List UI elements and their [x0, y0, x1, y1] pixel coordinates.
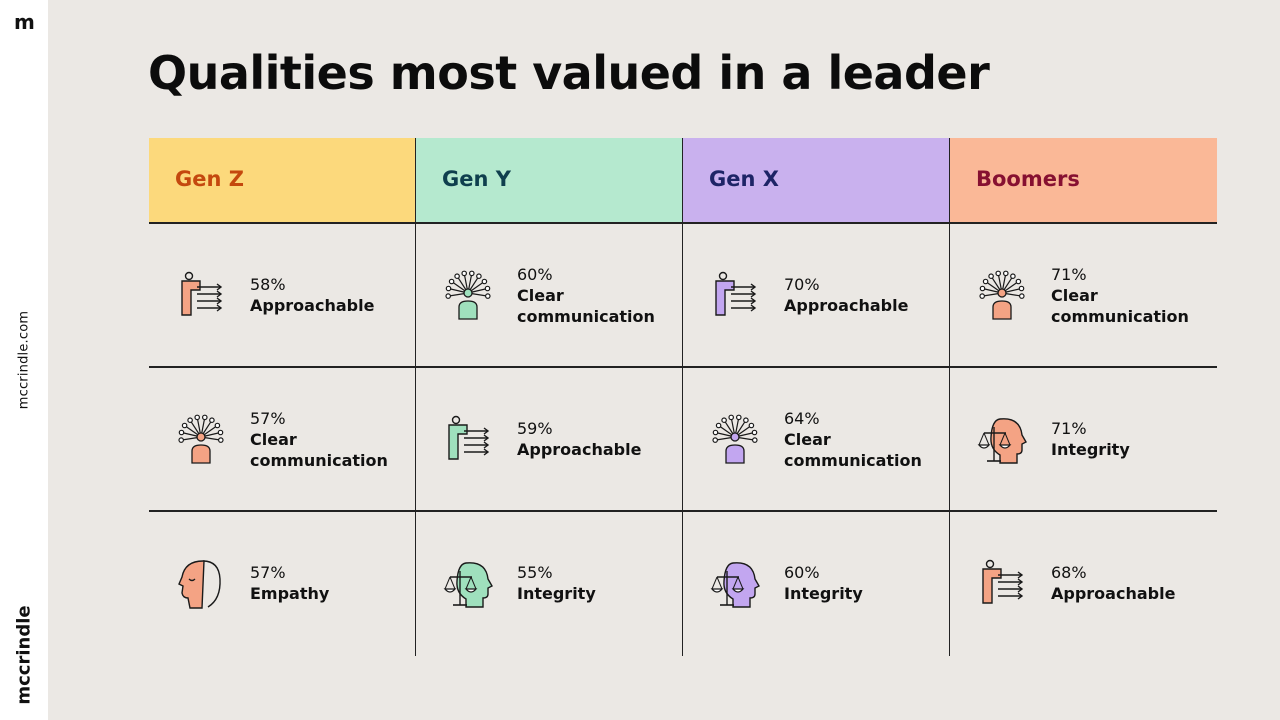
- percentage: 58%: [250, 275, 286, 294]
- quality-cell: 71% Integrity: [950, 367, 1217, 511]
- quality-text: 71% Clear communication: [1051, 223, 1213, 367]
- row-divider: [149, 366, 1217, 368]
- percentage: 60%: [517, 264, 553, 284]
- approachable-icon: [707, 267, 763, 323]
- percentage: 55%: [517, 563, 553, 582]
- quality-cell: 68% Approachable: [950, 511, 1217, 655]
- quality-name: Approachable: [1051, 584, 1176, 603]
- column-divider: [949, 138, 950, 656]
- column-gen-z: Gen Z 58% Approachable 57% Clear communicati…: [149, 138, 416, 656]
- empathy-icon: [173, 555, 229, 611]
- quality-name: Integrity: [517, 584, 596, 603]
- quality-name: Approachable: [784, 296, 909, 315]
- generation-label: Gen Y: [442, 167, 511, 191]
- quality-name: Approachable: [250, 296, 375, 315]
- quality-cell: 60% Integrity: [683, 511, 950, 655]
- column-header: Gen Z: [149, 138, 416, 223]
- percentage: 70%: [784, 275, 820, 294]
- column-boomers: Boomers 71% Clear communication 71% Integrit…: [950, 138, 1217, 656]
- page-title: Qualities most valued in a leader: [148, 46, 990, 100]
- percentage: 57%: [250, 563, 286, 582]
- generation-label: Boomers: [976, 167, 1080, 191]
- clear-communication-icon: [974, 267, 1030, 323]
- brand-url[interactable]: mccrindle.com: [16, 310, 32, 410]
- column-gen-y: Gen Y 60% Clear communication 59% Approachab…: [416, 138, 683, 656]
- integrity-icon: [974, 411, 1030, 467]
- column-header: Boomers: [950, 138, 1217, 223]
- quality-text: 57% Empathy: [250, 511, 412, 655]
- quality-name: Empathy: [250, 584, 330, 603]
- column-divider: [682, 138, 683, 656]
- brand-name: mccrindle: [13, 605, 35, 705]
- quality-text: 60% Clear communication: [517, 223, 679, 367]
- quality-name: Clear communication: [1051, 285, 1189, 326]
- clear-communication-icon: [440, 267, 496, 323]
- column-header: Gen X: [683, 138, 950, 223]
- row-divider: [149, 510, 1217, 512]
- quality-cell: 64% Clear communication: [683, 367, 950, 511]
- quality-text: 55% Integrity: [517, 511, 679, 655]
- column-header: Gen Y: [416, 138, 683, 223]
- quality-cell: 60% Clear communication: [416, 223, 683, 367]
- quality-text: 58% Approachable: [250, 223, 412, 367]
- approachable-icon: [974, 555, 1030, 611]
- quality-cell: 71% Clear communication: [950, 223, 1217, 367]
- generations-table: Gen Z 58% Approachable 57% Clear communicati…: [149, 138, 1217, 656]
- integrity-icon: [707, 555, 763, 611]
- percentage: 59%: [517, 419, 553, 438]
- quality-cell: 58% Approachable: [149, 223, 416, 367]
- quality-name: Clear communication: [784, 429, 922, 470]
- clear-communication-icon: [707, 411, 763, 467]
- percentage: 60%: [784, 563, 820, 582]
- percentage: 64%: [784, 408, 820, 428]
- integrity-icon: [440, 555, 496, 611]
- quality-name: Integrity: [784, 584, 863, 603]
- column-gen-x: Gen X 70% Approachable 64% Clear communicati…: [683, 138, 950, 656]
- quality-name: Approachable: [517, 440, 642, 459]
- percentage: 57%: [250, 408, 286, 428]
- quality-cell: 59% Approachable: [416, 367, 683, 511]
- brand-sidebar: m mccrindle.com mccrindle: [0, 0, 48, 720]
- quality-text: 57% Clear communication: [250, 367, 412, 511]
- approachable-icon: [173, 267, 229, 323]
- quality-text: 68% Approachable: [1051, 511, 1213, 655]
- row-divider: [149, 222, 1217, 224]
- quality-text: 60% Integrity: [784, 511, 946, 655]
- percentage: 68%: [1051, 563, 1087, 582]
- quality-cell: 57% Clear communication: [149, 367, 416, 511]
- quality-cell: 57% Empathy: [149, 511, 416, 655]
- column-divider: [415, 138, 416, 656]
- quality-cell: 55% Integrity: [416, 511, 683, 655]
- quality-text: 59% Approachable: [517, 367, 679, 511]
- quality-name: Integrity: [1051, 440, 1130, 459]
- quality-cell: 70% Approachable: [683, 223, 950, 367]
- generation-label: Gen Z: [175, 167, 244, 191]
- generation-label: Gen X: [709, 167, 779, 191]
- quality-name: Clear communication: [517, 285, 655, 326]
- brand-mark-logo: m: [14, 10, 35, 34]
- percentage: 71%: [1051, 419, 1087, 438]
- quality-text: 71% Integrity: [1051, 367, 1213, 511]
- clear-communication-icon: [173, 411, 229, 467]
- percentage: 71%: [1051, 264, 1087, 284]
- quality-name: Clear communication: [250, 429, 388, 470]
- quality-text: 70% Approachable: [784, 223, 946, 367]
- approachable-icon: [440, 411, 496, 467]
- quality-text: 64% Clear communication: [784, 367, 946, 511]
